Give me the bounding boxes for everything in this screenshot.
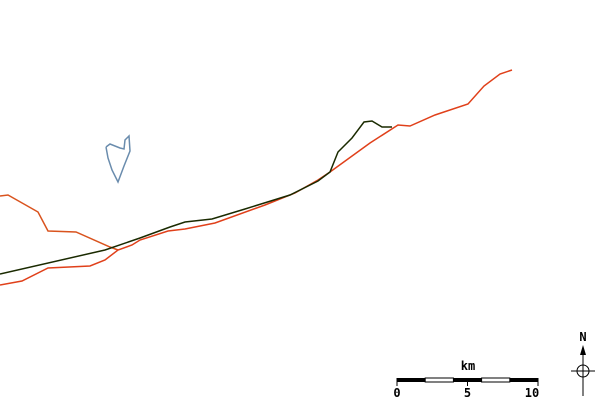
scale-segment [509, 378, 538, 382]
north-label: N [579, 330, 586, 344]
lake-outline [105, 134, 131, 184]
road-secondary [0, 69, 513, 286]
scale-tick-label: 10 [525, 386, 539, 400]
scale-bar: km 0 5 10 [393, 359, 539, 400]
road-primary [0, 120, 392, 275]
road-tertiary [0, 194, 119, 251]
scale-unit: km [461, 359, 475, 373]
scale-tick-label: 0 [393, 386, 400, 400]
scale-segment [424, 377, 454, 383]
scale-segment [397, 378, 426, 382]
scale-segment [481, 377, 511, 383]
compass-north-arrow-icon: N [571, 330, 595, 396]
scale-tick-label: 5 [464, 386, 471, 400]
